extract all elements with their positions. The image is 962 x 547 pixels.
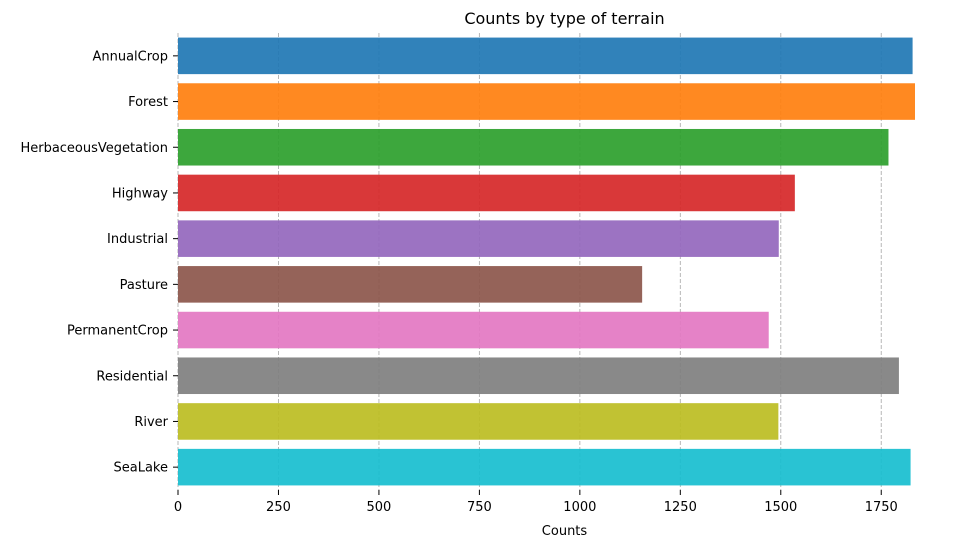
- bar-Residential: [178, 357, 899, 395]
- bar-Highway: [178, 174, 795, 212]
- bar-HerbaceousVegetation: [178, 128, 889, 166]
- x-tick-label: 1250: [664, 500, 697, 515]
- x-tick-label: 750: [467, 500, 492, 515]
- y-tick-label-Forest: Forest: [128, 95, 168, 110]
- bar-River: [178, 403, 779, 440]
- bar-AnnualCrop: [178, 37, 913, 75]
- x-axis-title: Counts: [542, 524, 588, 539]
- bar-Industrial: [178, 220, 779, 257]
- chart-title: Counts by type of terrain: [464, 9, 664, 28]
- y-tick-label-PermanentCrop: PermanentCrop: [67, 324, 168, 339]
- y-tick-label-Industrial: Industrial: [107, 232, 168, 247]
- x-tick-label: 1750: [865, 500, 898, 515]
- y-tick-label-Residential: Residential: [96, 369, 168, 384]
- y-tick-label-AnnualCrop: AnnualCrop: [92, 49, 168, 64]
- y-tick-label-HerbaceousVegetation: HerbaceousVegetation: [20, 141, 168, 156]
- y-tick-label-River: River: [134, 415, 168, 430]
- bar-Pasture: [178, 266, 643, 303]
- bar-PermanentCrop: [178, 311, 769, 349]
- x-tick-label: 0: [174, 500, 182, 515]
- x-tick-label: 250: [266, 500, 291, 515]
- bar-SeaLake: [178, 448, 911, 486]
- bars: [178, 37, 915, 486]
- x-axis: 0 250 500 750 1000 1250 1500 1750: [174, 490, 898, 515]
- x-tick-label: 1500: [764, 500, 797, 515]
- x-tick-label: 500: [367, 500, 392, 515]
- y-tick-label-Pasture: Pasture: [120, 278, 168, 293]
- bar-Forest: [178, 83, 915, 120]
- y-axis: AnnualCrop Forest HerbaceousVegetation High…: [20, 49, 178, 476]
- y-tick-label-SeaLake: SeaLake: [114, 461, 169, 476]
- y-tick-label-Highway: Highway: [112, 186, 168, 201]
- x-tick-label: 1000: [563, 500, 596, 515]
